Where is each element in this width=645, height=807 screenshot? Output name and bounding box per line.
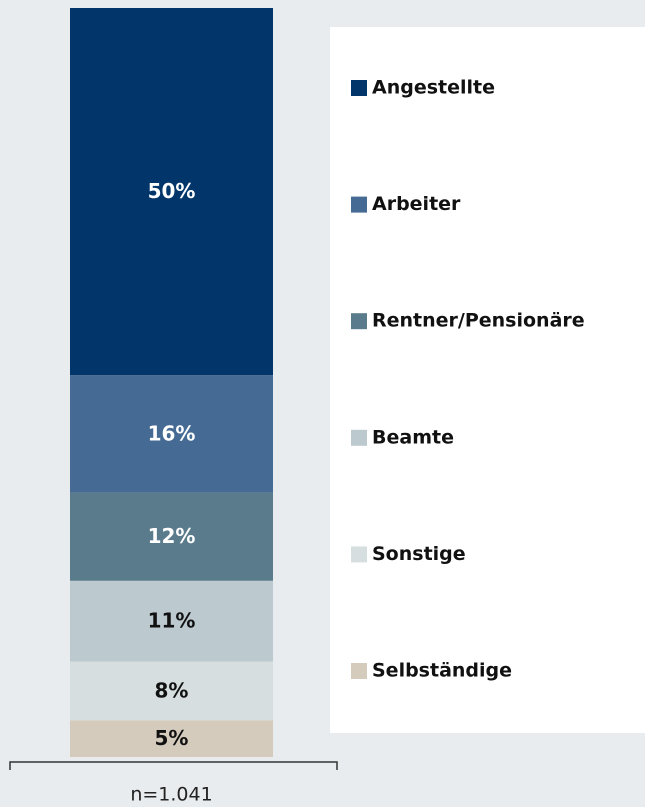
legend-label: Selbständige <box>372 660 512 682</box>
legend-label: Arbeiter <box>372 193 461 215</box>
bar-segment <box>70 661 273 721</box>
legend-label: Angestellte <box>372 77 495 99</box>
data-label: 16% <box>148 421 196 445</box>
data-label: 12% <box>148 524 196 548</box>
data-label: 11% <box>148 609 196 633</box>
bar-segment <box>70 580 273 662</box>
legend-label: Sonstige <box>372 543 466 565</box>
legend-label: Beamte <box>372 426 454 448</box>
legend-swatch <box>351 546 367 563</box>
x-axis <box>9 761 338 770</box>
legend-swatch <box>351 663 367 679</box>
bar-segment <box>70 720 273 757</box>
legend-swatch <box>351 313 367 330</box>
legend-label: Rentner/Pensionäre <box>372 310 585 332</box>
legend-swatch <box>351 429 367 446</box>
bar-segment <box>70 8 273 376</box>
x-tick-label: n=1.041 <box>130 784 212 806</box>
legend-swatch <box>351 196 367 213</box>
legend-swatch <box>351 80 367 96</box>
bar-segment <box>70 375 273 493</box>
legend-box <box>330 27 645 733</box>
data-label: 50% <box>148 179 196 203</box>
bar-segment <box>70 492 273 581</box>
data-label: 8% <box>155 678 189 702</box>
data-label: 5% <box>155 726 189 750</box>
